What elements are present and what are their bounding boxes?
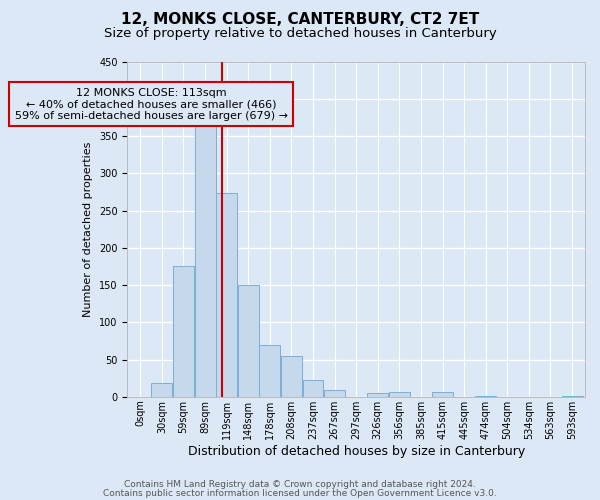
Bar [173, 266, 194, 397]
Bar [432, 392, 453, 397]
Text: Size of property relative to detached houses in Canterbury: Size of property relative to detached ho… [104, 28, 496, 40]
Bar [259, 344, 280, 397]
Bar [281, 356, 302, 397]
Text: 12 MONKS CLOSE: 113sqm
← 40% of detached houses are smaller (466)
59% of semi-de: 12 MONKS CLOSE: 113sqm ← 40% of detached… [14, 88, 287, 121]
X-axis label: Distribution of detached houses by size in Canterbury: Distribution of detached houses by size … [188, 444, 525, 458]
Bar [151, 384, 172, 397]
Bar [324, 390, 345, 397]
Bar [562, 396, 583, 397]
Bar [216, 194, 237, 397]
Bar [302, 380, 323, 397]
Bar [389, 392, 410, 397]
Text: Contains public sector information licensed under the Open Government Licence v3: Contains public sector information licen… [103, 489, 497, 498]
Bar [194, 126, 215, 397]
Bar [238, 285, 259, 397]
Bar [367, 393, 388, 397]
Text: 12, MONKS CLOSE, CANTERBURY, CT2 7ET: 12, MONKS CLOSE, CANTERBURY, CT2 7ET [121, 12, 479, 28]
Text: Contains HM Land Registry data © Crown copyright and database right 2024.: Contains HM Land Registry data © Crown c… [124, 480, 476, 489]
Bar [475, 396, 496, 397]
Y-axis label: Number of detached properties: Number of detached properties [83, 142, 94, 317]
